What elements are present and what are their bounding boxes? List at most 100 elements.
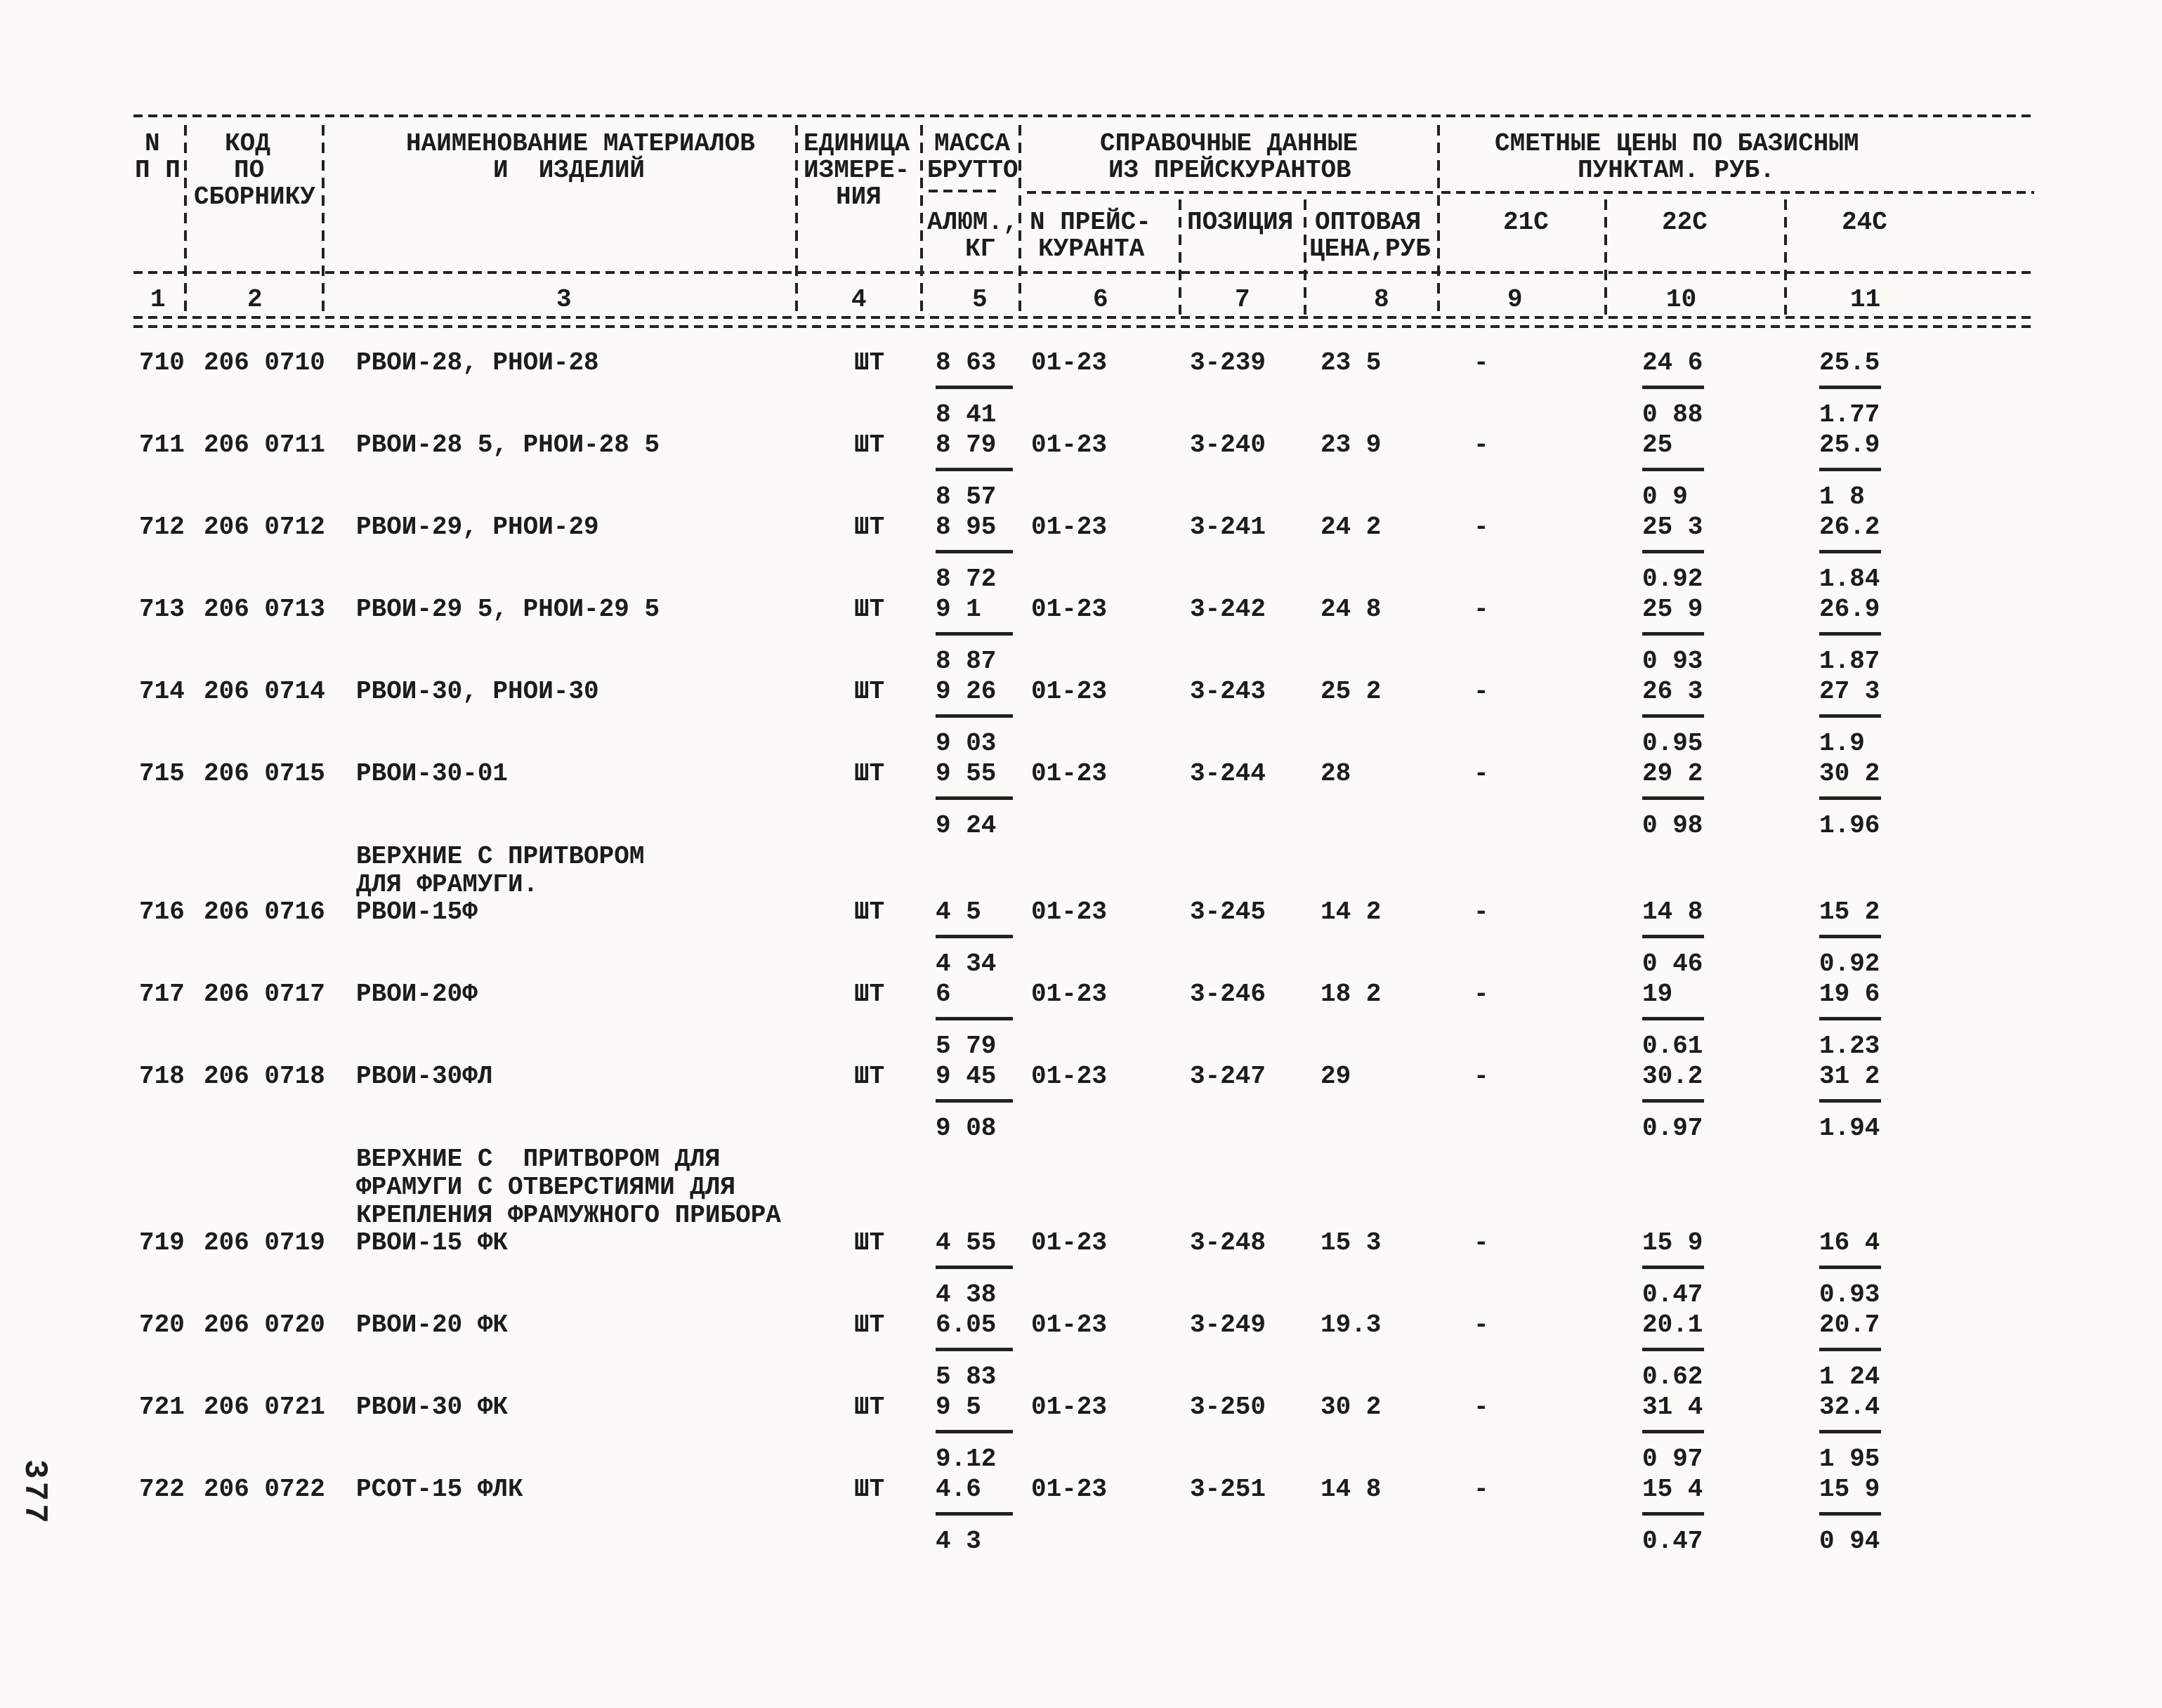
column-number-4: 4 [851, 285, 867, 314]
group-header-line: ВЕРХНИЕ С ПРИТВОРОМ ДЛЯ [356, 1145, 721, 1174]
cell-name: РСОТ-15 ФЛК [356, 1475, 523, 1504]
cell-price-22c-divider [1642, 714, 1704, 718]
cell-price-24c-main: 19 6 [1819, 980, 1880, 1009]
cell-position: 3-241 [1190, 513, 1266, 541]
cell-price-22c-sub: 0 93 [1642, 647, 1703, 676]
table-row: 716 206 0716 РВОИ-15Ф ШТ 4 5 4 34 01-23 3-245 14… [0, 899, 2162, 981]
cell-pricelist: 01-23 [1031, 980, 1108, 1009]
cell-mass-divider [936, 632, 1013, 636]
cell-price-22c-main: 15 4 [1642, 1475, 1703, 1504]
cell-row-number: 718 [139, 1062, 185, 1091]
cell-mass: 8 79 8 57 [936, 432, 1013, 511]
cell-wholesale: 28 [1321, 759, 1351, 788]
cell-code: 206 0715 [204, 759, 325, 788]
cell-mass-divider [936, 796, 1013, 800]
cell-mass-main: 9 5 [936, 1393, 981, 1421]
table-row: 719 206 0719 РВОИ-15 ФК ШТ 4 55 4 38 01-23 3-24… [0, 1230, 2162, 1312]
cell-name: РВОИ-30-01 [356, 759, 509, 788]
page-number: 377 [16, 1459, 53, 1526]
cell-price-22c-main: 14 8 [1642, 898, 1703, 926]
cell-price-24c: 15 9 0 94 [1819, 1476, 1881, 1555]
cell-price-24c-divider [1819, 1512, 1881, 1516]
cell-row-number: 715 [139, 759, 185, 788]
cell-price-21c: - [1474, 759, 1489, 788]
cell-price-24c-main: 27 3 [1819, 677, 1880, 706]
cell-mass-sub: 8 41 [936, 400, 997, 429]
header-col1-line1: N [145, 129, 160, 158]
cell-price-24c: 27 3 1.9 [1819, 678, 1881, 757]
cell-price-24c: 31 2 1.94 [1819, 1063, 1881, 1142]
col-divider-3-4 [795, 125, 798, 315]
header-col2-line3: СБОРНИКУ [194, 183, 315, 211]
cell-price-24c-main: 30 2 [1819, 759, 1880, 788]
cell-unit: ШТ [854, 1475, 885, 1504]
header-col2-line2: ПО [234, 156, 265, 185]
column-number-2: 2 [247, 285, 263, 314]
header-col6-line2: КУРАНТА [1038, 235, 1145, 263]
cell-price-22c-main: 25 3 [1642, 513, 1703, 541]
cell-row-number: 717 [139, 980, 185, 1009]
ref-group-divider [1027, 191, 1433, 194]
cell-price-24c-divider [1819, 1017, 1881, 1020]
cell-price-22c-sub: 0.47 [1642, 1527, 1703, 1556]
header-col11: 24С [1842, 208, 1887, 237]
cell-wholesale: 23 5 [1321, 348, 1382, 377]
cell-name: РВОИ-30 ФК [356, 1393, 509, 1421]
cell-wholesale: 30 2 [1321, 1393, 1382, 1421]
cell-price-24c-sub: 1.94 [1819, 1114, 1880, 1143]
cell-price-24c-main: 26.9 [1819, 595, 1880, 624]
cell-price-24c-divider [1819, 1099, 1881, 1103]
cell-price-24c: 32.4 1 95 [1819, 1394, 1881, 1473]
cell-mass-sub: 4 34 [936, 950, 997, 978]
cell-price-22c-main: 25 [1642, 431, 1673, 459]
table-row: 711 206 0711 РВОИ-28 5, РНОИ-28 5 ШТ 8 79 8 5… [0, 432, 2162, 514]
cell-price-24c-main: 26.2 [1819, 513, 1880, 541]
cell-position: 3-239 [1190, 348, 1266, 377]
header-col5-line2: БРУТТО [927, 156, 1018, 185]
cell-price-24c: 26.2 1.84 [1819, 514, 1881, 593]
cell-code: 206 0712 [204, 513, 325, 541]
cell-price-22c-sub: 0 46 [1642, 950, 1703, 978]
cell-wholesale: 14 8 [1321, 1475, 1382, 1504]
cell-unit: ШТ [854, 1310, 885, 1339]
cell-price-22c-sub: 0 97 [1642, 1445, 1703, 1473]
cell-price-22c-main: 20.1 [1642, 1310, 1703, 1339]
cell-row-number: 710 [139, 348, 185, 377]
cell-price-22c-sub: 0.61 [1642, 1032, 1703, 1060]
cell-position: 3-245 [1190, 898, 1266, 926]
cell-price-22c-main: 26 3 [1642, 677, 1703, 706]
group-header-line: ВЕРХНИЕ С ПРИТВОРОМ [356, 842, 645, 871]
table-row: 722 206 0722 РСОТ-15 ФЛК ШТ 4.6 4 3 01-23 3-251… [0, 1476, 2162, 1558]
group-header-line: ФРАМУГИ С ОТВЕРСТИЯМИ ДЛЯ [356, 1173, 736, 1202]
cell-pricelist: 01-23 [1031, 348, 1108, 377]
cell-code: 206 0722 [204, 1475, 325, 1504]
cell-price-21c: - [1474, 1062, 1489, 1091]
cell-price-22c-divider [1642, 386, 1704, 389]
column-number-3: 3 [556, 285, 572, 314]
cell-mass-divider [936, 1430, 1013, 1433]
table-row: 717 206 0717 РВОИ-20Ф ШТ 6 5 79 01-23 3-246 18 2… [0, 981, 2162, 1063]
cell-price-22c-divider [1642, 796, 1704, 800]
cell-position: 3-243 [1190, 677, 1266, 706]
cell-mass-main: 9 1 [936, 595, 981, 624]
cell-name: РВОИ-28 5, РНОИ-28 5 [356, 431, 660, 459]
column-number-8: 8 [1374, 285, 1389, 314]
cell-price-21c: - [1474, 1475, 1489, 1504]
column-number-7: 7 [1235, 285, 1250, 314]
cell-price-24c: 25.5 1.77 [1819, 350, 1881, 428]
cell-mass-main: 4 5 [936, 898, 981, 926]
cell-mass-divider [936, 1512, 1013, 1516]
cell-price-21c: - [1474, 980, 1489, 1009]
cell-mass-divider [936, 386, 1013, 389]
cell-unit: ШТ [854, 348, 885, 377]
cell-mass-divider [936, 935, 1013, 938]
cell-price-24c: 25.9 1 8 [1819, 432, 1881, 511]
cell-price-22c: 26 3 0.95 [1642, 678, 1704, 757]
cell-pricelist: 01-23 [1031, 1310, 1108, 1339]
cell-mass: 9 1 8 87 [936, 596, 1013, 675]
header-col8-line2: ЦЕНА,РУБ [1309, 235, 1431, 263]
cell-price-22c-sub: 0.95 [1642, 729, 1703, 758]
price-group-divider [1441, 191, 2034, 194]
header-mid-border [133, 271, 2034, 274]
cell-price-24c: 26.9 1.87 [1819, 596, 1881, 675]
